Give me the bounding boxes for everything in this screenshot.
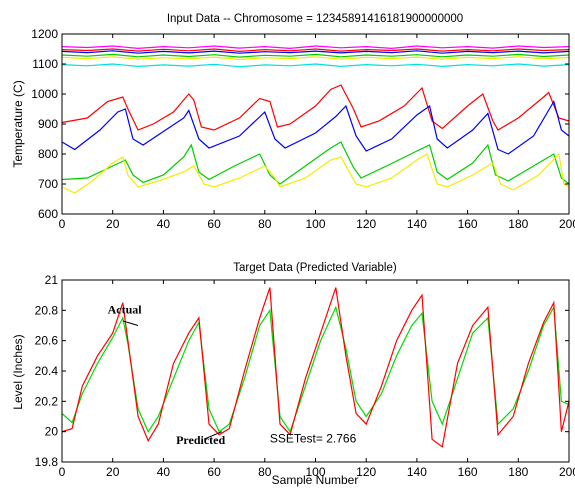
plot-area-input-data: 0 20 40 60 80 100 120 140 160 180 200 600 700 800 900 1… xyxy=(31,27,575,231)
x-axis-label-sample-number: Sample Number xyxy=(272,473,359,487)
series-line-0-8 xyxy=(61,141,570,185)
y-tick-label: 21 xyxy=(45,273,59,287)
y-tick-label: 700 xyxy=(38,177,58,191)
series-line-0-3 xyxy=(61,53,570,58)
x-tick-label: 200 xyxy=(559,465,575,479)
x-tick-label: 20 xyxy=(106,465,120,479)
annotation-predicted: Predicted xyxy=(176,433,225,447)
series-line-1-0 xyxy=(61,305,570,434)
series-line-0-4 xyxy=(61,56,570,61)
x-tick-label: 0 xyxy=(59,465,66,479)
x-tick-label: 180 xyxy=(508,465,528,479)
series-line-0-6 xyxy=(61,84,570,131)
series-line-0-1 xyxy=(61,48,570,53)
annotation-pointer-0 xyxy=(122,320,139,326)
x-tick-label: 100 xyxy=(305,217,325,231)
y-axis-label-level: Level (Inches) xyxy=(11,334,25,409)
y-tick-label: 19.8 xyxy=(35,455,59,469)
x-tick-label: 0 xyxy=(59,217,66,231)
series-line-0-0 xyxy=(61,45,570,50)
target-data-chart: Target Data (Predicted Variable) Level (… xyxy=(11,262,575,487)
y-tick-label: 1000 xyxy=(31,87,58,101)
x-tick-label: 140 xyxy=(407,465,427,479)
sse-test-label: SSETest= 2.766 xyxy=(270,431,357,445)
y-tick-label: 1200 xyxy=(31,27,58,41)
x-tick-label: 120 xyxy=(356,217,376,231)
x-tick-label: 60 xyxy=(207,465,221,479)
y-tick-label: 20.8 xyxy=(35,303,59,317)
x-tick-label: 40 xyxy=(157,465,171,479)
series-line-0-5 xyxy=(61,63,570,68)
y-tick-label: 20.4 xyxy=(35,364,59,378)
x-tick-label: 160 xyxy=(458,465,478,479)
series-line-1-1 xyxy=(61,287,570,448)
x-tick-label: 80 xyxy=(258,465,272,479)
y-tick-label: 1100 xyxy=(32,57,58,71)
y-tick-label: 20.6 xyxy=(35,334,59,348)
series-line-0-9 xyxy=(61,152,570,194)
y-tick-label: 20 xyxy=(45,425,59,439)
chart-title-target-data: Target Data (Predicted Variable) xyxy=(233,262,397,274)
x-tick-label: 200 xyxy=(559,217,575,231)
annotation-pointer-1 xyxy=(203,431,222,440)
x-tick-label: 160 xyxy=(458,217,478,231)
series-line-0-2 xyxy=(61,50,570,54)
y-tick-label: 900 xyxy=(38,117,58,131)
input-data-chart: Input Data -- Chromosome = 1234589141618… xyxy=(11,13,575,231)
annotation-actual: Actual xyxy=(108,302,143,316)
y-axis-label-temperature: Temperature (C) xyxy=(11,80,25,167)
x-tick-label: 40 xyxy=(157,217,171,231)
plot-area-target-data: 0 20 40 60 80 100 120 140 160 180 200 19.8 20 20.2 20.… xyxy=(35,273,575,479)
x-tick-label: 80 xyxy=(258,217,272,231)
x-tick-label: 140 xyxy=(407,217,427,231)
x-tick-label: 20 xyxy=(106,217,120,231)
x-tick-label: 120 xyxy=(356,465,376,479)
x-tick-label: 100 xyxy=(305,465,325,479)
y-tick-label: 600 xyxy=(38,207,58,221)
chart-title-input-data: Input Data -- Chromosome = 1234589141618… xyxy=(167,13,463,25)
x-tick-label: 180 xyxy=(508,217,528,231)
y-tick-label: 800 xyxy=(38,147,58,161)
x-tick-label: 60 xyxy=(207,217,221,231)
y-tick-label: 20.2 xyxy=(35,394,59,408)
series-line-0-7 xyxy=(61,99,570,155)
